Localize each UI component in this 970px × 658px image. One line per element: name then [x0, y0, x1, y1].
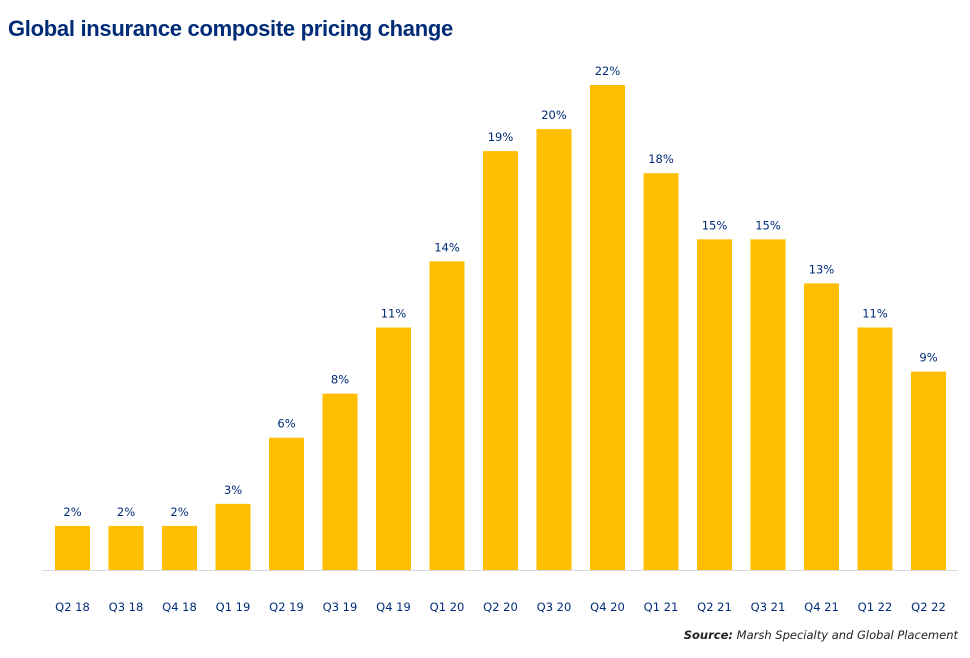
bar-q3-18	[108, 525, 144, 570]
x-tick-label: Q1 21	[644, 600, 679, 614]
bar-q3-21	[750, 239, 786, 570]
x-tick-label: Q3 19	[323, 600, 358, 614]
bar-q4-20	[590, 85, 625, 570]
data-label: 19%	[488, 130, 514, 144]
bar-q4-18	[162, 525, 197, 570]
bar-q1-20	[429, 261, 465, 570]
x-tick-label: Q3 21	[751, 600, 786, 614]
data-label: 13%	[809, 262, 835, 276]
bar-q2-22	[911, 371, 946, 570]
data-label: 2%	[170, 505, 188, 519]
data-label: 11%	[862, 307, 888, 321]
x-tick-label: Q2 19	[269, 600, 304, 614]
x-tick-label: Q2 20	[483, 600, 518, 614]
data-label: 18%	[648, 152, 674, 166]
x-tick-label: Q2 22	[911, 600, 946, 614]
data-label: 2%	[63, 505, 81, 519]
x-tick-label: Q2 18	[55, 600, 90, 614]
data-label: 2%	[117, 505, 135, 519]
data-label: 20%	[541, 108, 567, 122]
x-tick-label: Q4 21	[804, 600, 839, 614]
data-label: 8%	[331, 373, 349, 387]
data-label: 3%	[224, 483, 242, 497]
source-note: Source: Marsh Specialty and Global Place…	[684, 628, 958, 642]
bar-q4-21	[804, 283, 839, 570]
data-label: 14%	[434, 240, 460, 254]
bar-q3-19	[322, 393, 358, 570]
x-tick-label: Q4 18	[162, 600, 197, 614]
x-tick-label: Q2 21	[697, 600, 732, 614]
x-tick-label: Q1 20	[430, 600, 465, 614]
x-tick-label: Q3 20	[537, 600, 572, 614]
x-tick-label: Q4 19	[376, 600, 411, 614]
bar-q1-22	[857, 327, 893, 570]
bar-q1-19	[215, 503, 251, 570]
bar-q4-19	[376, 327, 411, 570]
x-tick-label: Q1 22	[858, 600, 893, 614]
x-tick-label: Q1 19	[216, 600, 251, 614]
bar-q2-21	[697, 239, 732, 570]
source-label: Source:	[683, 628, 734, 642]
data-label: 22%	[595, 64, 621, 78]
bar-q2-19	[269, 437, 304, 570]
data-label: 15%	[702, 218, 728, 232]
data-label: 15%	[755, 218, 781, 232]
data-label: 11%	[381, 307, 407, 321]
chart-title: Global insurance composite pricing chang…	[8, 16, 453, 41]
bar-q2-18	[55, 525, 90, 570]
x-tick-label: Q3 18	[109, 600, 144, 614]
bar-q2-20	[483, 151, 518, 571]
x-tick-label: Q4 20	[590, 600, 625, 614]
bar-q3-20	[536, 129, 572, 570]
source-text: Marsh Specialty and Global Placement	[736, 628, 958, 642]
bar-q1-21	[643, 173, 679, 570]
data-label: 6%	[277, 417, 295, 431]
data-label: 9%	[919, 351, 937, 365]
